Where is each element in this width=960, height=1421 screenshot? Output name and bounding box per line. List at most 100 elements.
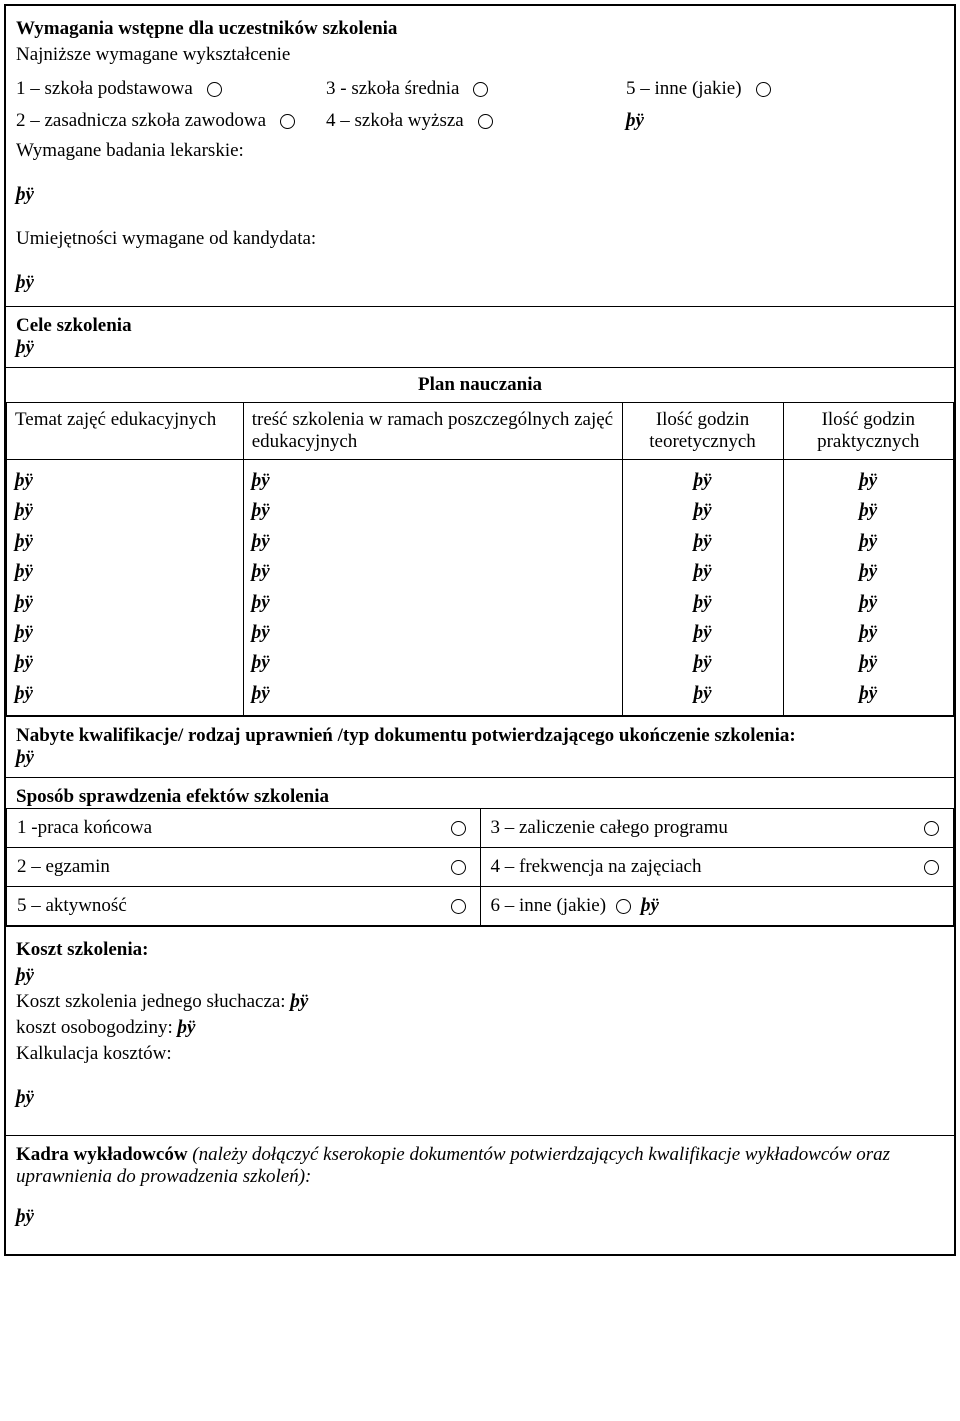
section-lecturers: Kadra wykładowców (należy dołączyć ksero… [6, 1135, 954, 1254]
cost-heading: Koszt szkolenia: [16, 939, 944, 961]
plan-placeholder: þÿ [792, 466, 945, 496]
plan-title: Plan nauczania [6, 368, 954, 402]
edu4-label: 4 – szkoła wyższa [326, 110, 464, 132]
plan-placeholder: þÿ [252, 496, 614, 526]
skills-value: þÿ [16, 272, 944, 294]
plan-placeholder: þÿ [792, 618, 945, 648]
verify-radio-4[interactable] [924, 860, 939, 875]
goals-heading: Cele szkolenia [16, 315, 944, 337]
plan-placeholder: þÿ [631, 466, 775, 496]
cost-calc-label: Kalkulacja kosztów: [16, 1043, 944, 1065]
plan-placeholder: þÿ [252, 466, 614, 496]
verify-radio-1[interactable] [451, 821, 466, 836]
plan-placeholder: þÿ [792, 679, 945, 709]
medical-label: Wymagane badania lekarskie: [16, 140, 944, 162]
verify-opt6-value: þÿ [641, 895, 659, 917]
plan-placeholder: þÿ [792, 588, 945, 618]
verify-opt1: 1 -praca końcowa [17, 817, 152, 839]
cost-per-hour-label: koszt osobogodziny: [16, 1017, 173, 1038]
edu1-label: 1 – szkoła podstawowa [16, 78, 193, 100]
edu-option-1: 1 – szkoła podstawowa [16, 78, 326, 100]
plan-placeholder: þÿ [631, 557, 775, 587]
plan-col1: Temat zajęć edukacyjnych [7, 403, 244, 460]
medical-value: þÿ [16, 184, 944, 206]
plan-placeholder: þÿ [252, 618, 614, 648]
plan-placeholder: þÿ [252, 679, 614, 709]
verify-radio-2[interactable] [451, 860, 466, 875]
cost-calc-value: þÿ [16, 1087, 944, 1109]
plan-placeholder: þÿ [15, 588, 235, 618]
lecturers-value: þÿ [16, 1206, 944, 1228]
plan-body-row: þÿþÿþÿþÿþÿþÿþÿþÿ þÿþÿþÿþÿþÿþÿþÿþÿ þÿþÿþÿ… [7, 460, 954, 716]
edu2-radio[interactable] [280, 114, 295, 129]
plan-col4: Ilość godzin praktycznych [783, 403, 953, 460]
edu-option-5-value: þÿ [626, 110, 944, 132]
verify-opt3: 3 – zaliczenie całego programu [491, 817, 728, 839]
plan-col3: Ilość godzin teoretycznych [622, 403, 783, 460]
plan-placeholder: þÿ [15, 496, 235, 526]
plan-cell-content: þÿþÿþÿþÿþÿþÿþÿþÿ [243, 460, 622, 716]
edu5-label: 5 – inne (jakie) [626, 78, 742, 100]
verify-opt5: 5 – aktywność [17, 895, 127, 917]
plan-placeholder: þÿ [631, 527, 775, 557]
verify-opt2: 2 – egzamin [17, 856, 110, 878]
edu2-label: 2 – zasadnicza szkoła zawodowa [16, 110, 266, 132]
plan-placeholder: þÿ [792, 648, 945, 678]
verify-opt4: 4 – frekwencja na zajęciach [491, 856, 702, 878]
plan-table: Temat zajęć edukacyjnych treść szkolenia… [6, 402, 954, 716]
goals-value: þÿ [16, 337, 944, 359]
qualifications-text: Nabyte kwalifikacje/ rodzaj uprawnień /t… [16, 725, 796, 746]
verify-cell-6: 6 – inne (jakie) þÿ [480, 887, 954, 926]
plan-placeholder: þÿ [792, 557, 945, 587]
cost-per-person-value: þÿ [290, 991, 308, 1012]
edu-option-2: 2 – zasadnicza szkoła zawodowa [16, 110, 326, 132]
verify-opt6: 6 – inne (jakie) [491, 895, 607, 917]
plan-placeholder: þÿ [631, 679, 775, 709]
plan-placeholder: þÿ [792, 527, 945, 557]
edu3-radio[interactable] [473, 82, 488, 97]
verify-radio-5[interactable] [451, 899, 466, 914]
skills-label: Umiejętności wymagane od kandydata: [16, 228, 944, 250]
verify-heading: Sposób sprawdzenia efektów szkolenia [16, 786, 329, 807]
verify-radio-3[interactable] [924, 821, 939, 836]
plan-cell-practice: þÿþÿþÿþÿþÿþÿþÿþÿ [783, 460, 953, 716]
edu1-radio[interactable] [207, 82, 222, 97]
edu5-radio[interactable] [756, 82, 771, 97]
plan-cell-topic: þÿþÿþÿþÿþÿþÿþÿþÿ [7, 460, 244, 716]
verify-radio-6[interactable] [616, 899, 631, 914]
education-options: 1 – szkoła podstawowa 3 - szkoła średnia… [16, 78, 944, 132]
section-plan: Plan nauczania Temat zajęć edukacyjnych … [6, 367, 954, 716]
edu-option-5: 5 – inne (jakie) [626, 78, 944, 100]
section-goals: Cele szkolenia þÿ [6, 306, 954, 367]
plan-placeholder: þÿ [15, 618, 235, 648]
qualifications-value: þÿ [16, 747, 944, 769]
verify-cell-2: 2 – egzamin [7, 848, 481, 887]
cost-per-person-label: Koszt szkolenia jednego słuchacza: [16, 991, 286, 1012]
plan-placeholder: þÿ [252, 648, 614, 678]
cost-per-hour-value: þÿ [178, 1017, 196, 1038]
plan-placeholder: þÿ [15, 466, 235, 496]
cost-value: þÿ [16, 965, 944, 987]
plan-placeholder: þÿ [15, 527, 235, 557]
verify-cell-1: 1 -praca końcowa [7, 809, 481, 848]
plan-placeholder: þÿ [252, 557, 614, 587]
plan-placeholder: þÿ [15, 648, 235, 678]
plan-placeholder: þÿ [252, 588, 614, 618]
plan-placeholder: þÿ [15, 679, 235, 709]
cost-per-person-row: Koszt szkolenia jednego słuchacza: þÿ [16, 991, 944, 1013]
verify-cell-5: 5 – aktywność [7, 887, 481, 926]
verify-table: 1 -praca końcowa 3 – zaliczenie całego p… [6, 808, 954, 926]
plan-placeholder: þÿ [252, 527, 614, 557]
plan-placeholder: þÿ [15, 557, 235, 587]
requirements-heading: Wymagania wstępne dla uczestników szkole… [16, 18, 944, 40]
requirements-sub: Najniższe wymagane wykształcenie [16, 44, 944, 66]
edu-option-4: 4 – szkoła wyższa [326, 110, 626, 132]
section-verify-heading: Sposób sprawdzenia efektów szkolenia [6, 777, 954, 808]
plan-placeholder: þÿ [631, 618, 775, 648]
edu4-radio[interactable] [478, 114, 493, 129]
plan-placeholder: þÿ [631, 648, 775, 678]
edu-option-3: 3 - szkoła średnia [326, 78, 626, 100]
plan-placeholder: þÿ [631, 496, 775, 526]
section-requirements: Wymagania wstępne dla uczestników szkole… [6, 6, 954, 306]
plan-cell-theory: þÿþÿþÿþÿþÿþÿþÿþÿ [622, 460, 783, 716]
